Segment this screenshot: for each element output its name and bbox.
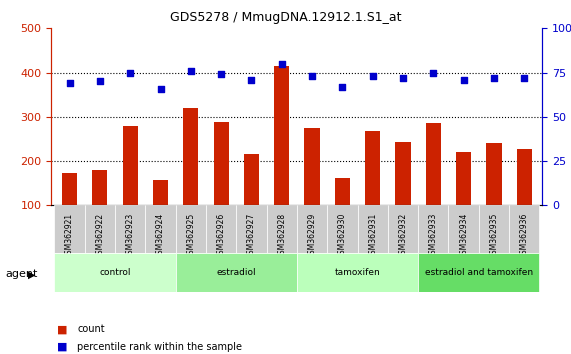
FancyBboxPatch shape [418, 205, 448, 253]
FancyBboxPatch shape [357, 205, 388, 253]
Bar [486, 143, 501, 250]
Text: GSM362936: GSM362936 [520, 212, 529, 259]
FancyBboxPatch shape [297, 205, 327, 253]
Text: GSM362933: GSM362933 [429, 212, 438, 259]
FancyBboxPatch shape [297, 253, 418, 292]
Point [95, 79, 104, 84]
Text: agent: agent [6, 269, 38, 279]
Text: estradiol: estradiol [216, 268, 256, 277]
Bar [214, 122, 229, 250]
FancyBboxPatch shape [327, 205, 357, 253]
FancyBboxPatch shape [236, 205, 267, 253]
Text: GSM362935: GSM362935 [489, 212, 498, 259]
Point [429, 70, 438, 75]
Text: GSM362930: GSM362930 [338, 212, 347, 259]
Bar [517, 149, 532, 250]
FancyBboxPatch shape [54, 253, 176, 292]
FancyBboxPatch shape [448, 205, 479, 253]
FancyBboxPatch shape [418, 253, 540, 292]
Text: GSM362924: GSM362924 [156, 212, 165, 259]
FancyBboxPatch shape [85, 205, 115, 253]
Point [399, 75, 408, 81]
Text: GSM362926: GSM362926 [216, 212, 226, 259]
Bar [183, 108, 198, 250]
FancyBboxPatch shape [54, 205, 85, 253]
Text: GSM362929: GSM362929 [308, 212, 316, 259]
Text: GSM362923: GSM362923 [126, 212, 135, 259]
Text: estradiol and tamoxifen: estradiol and tamoxifen [425, 268, 533, 277]
Point [277, 61, 286, 67]
Text: percentile rank within the sample: percentile rank within the sample [77, 342, 242, 352]
FancyBboxPatch shape [176, 205, 206, 253]
FancyBboxPatch shape [115, 205, 146, 253]
Bar [274, 66, 289, 250]
Bar [304, 128, 320, 250]
Bar [365, 131, 380, 250]
Text: GSM362934: GSM362934 [459, 212, 468, 259]
Bar [396, 142, 411, 250]
Bar [335, 178, 350, 250]
FancyBboxPatch shape [479, 205, 509, 253]
Point [216, 72, 226, 77]
Bar [123, 126, 138, 250]
Point [247, 77, 256, 82]
Text: ▶: ▶ [27, 269, 35, 279]
Text: ■: ■ [57, 324, 67, 334]
Text: tamoxifen: tamoxifen [335, 268, 380, 277]
Text: GSM362932: GSM362932 [399, 212, 408, 259]
FancyBboxPatch shape [206, 205, 236, 253]
FancyBboxPatch shape [509, 205, 540, 253]
Text: count: count [77, 324, 104, 334]
Bar [62, 173, 77, 250]
Text: GSM362921: GSM362921 [65, 212, 74, 259]
Point [65, 80, 74, 86]
Bar [93, 170, 107, 250]
Text: control: control [99, 268, 131, 277]
Text: GSM362931: GSM362931 [368, 212, 377, 259]
Point [186, 68, 195, 74]
FancyBboxPatch shape [146, 205, 176, 253]
Bar [153, 180, 168, 250]
Point [520, 75, 529, 81]
Text: GSM362922: GSM362922 [95, 212, 104, 259]
Point [156, 86, 165, 91]
FancyBboxPatch shape [388, 205, 418, 253]
Text: ■: ■ [57, 342, 67, 352]
Bar [244, 154, 259, 250]
FancyBboxPatch shape [267, 205, 297, 253]
Text: GSM362925: GSM362925 [186, 212, 195, 259]
Point [308, 73, 317, 79]
Point [126, 70, 135, 75]
Point [368, 73, 377, 79]
Point [459, 77, 468, 82]
Bar [456, 152, 471, 250]
Bar [426, 124, 441, 250]
Text: GSM362927: GSM362927 [247, 212, 256, 259]
Text: GDS5278 / MmugDNA.12912.1.S1_at: GDS5278 / MmugDNA.12912.1.S1_at [170, 11, 401, 24]
Point [338, 84, 347, 90]
Point [489, 75, 498, 81]
Text: GSM362928: GSM362928 [278, 212, 286, 259]
FancyBboxPatch shape [176, 253, 297, 292]
